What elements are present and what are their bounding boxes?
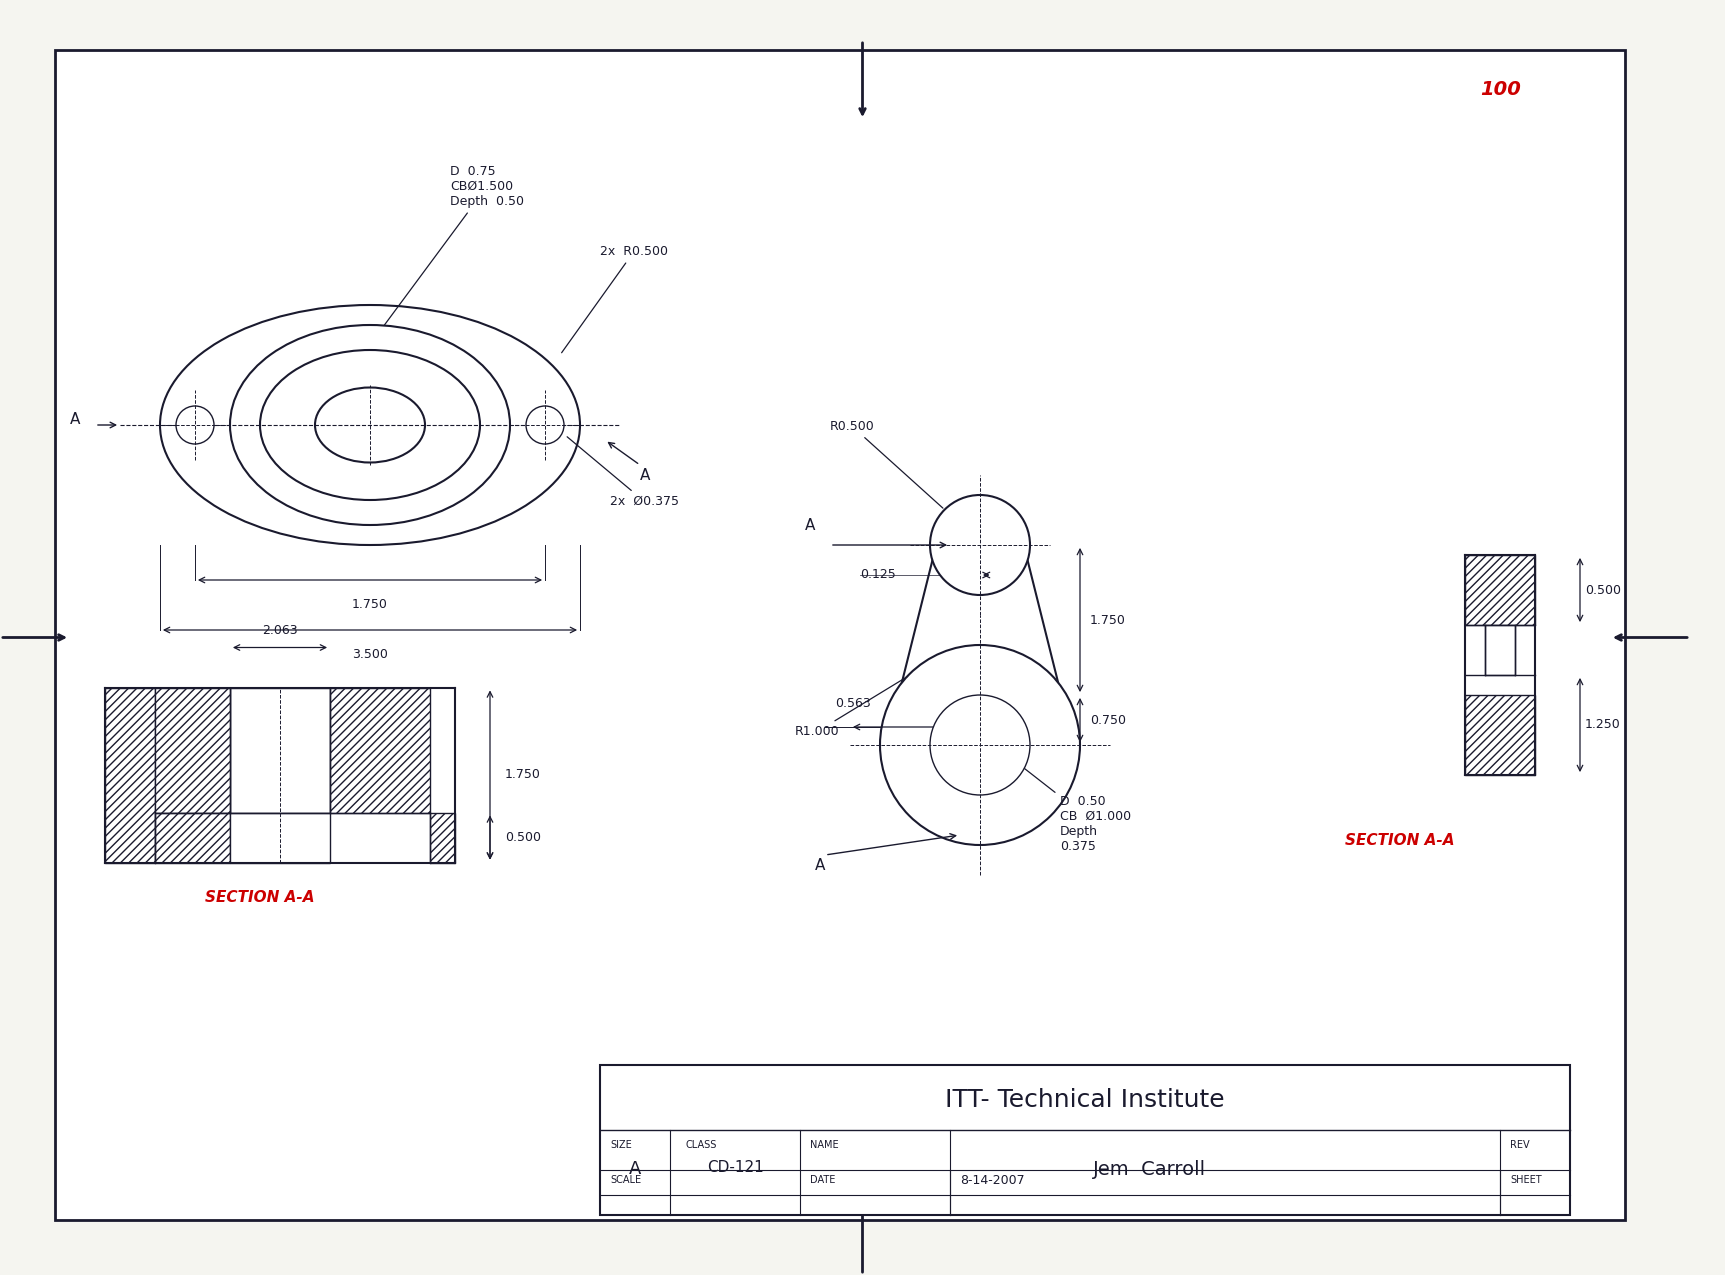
Text: R1.000: R1.000 (795, 677, 907, 738)
Text: 8-14-2007: 8-14-2007 (961, 1173, 1025, 1187)
Text: D  0.75
CBØ1.500
Depth  0.50: D 0.75 CBØ1.500 Depth 0.50 (342, 164, 524, 382)
Text: 100: 100 (1480, 80, 1521, 99)
Bar (329, 687, 430, 812)
Circle shape (176, 405, 214, 444)
Bar (1485, 625, 1515, 674)
Text: 0.125: 0.125 (861, 569, 895, 581)
Ellipse shape (229, 325, 511, 525)
Text: CD-121: CD-121 (707, 1160, 764, 1176)
Text: ITT- Technical Institute: ITT- Technical Institute (945, 1088, 1225, 1112)
Text: 0.500: 0.500 (505, 831, 542, 844)
Text: DATE: DATE (811, 1176, 835, 1184)
Text: D  0.50
CB  Ø1.000
Depth
0.375: D 0.50 CB Ø1.000 Depth 0.375 (1023, 766, 1132, 853)
Text: 0.563: 0.563 (835, 697, 871, 710)
Text: SHEET: SHEET (1509, 1176, 1542, 1184)
Bar (229, 687, 329, 812)
Circle shape (930, 695, 1030, 796)
Text: SECTION A-A: SECTION A-A (1346, 833, 1454, 848)
Circle shape (880, 645, 1080, 845)
Bar (155, 687, 229, 812)
Text: 1.750: 1.750 (1090, 613, 1126, 626)
Bar (229, 812, 329, 862)
Text: R0.500: R0.500 (830, 419, 944, 509)
Bar (430, 812, 455, 862)
Text: 2.063: 2.063 (262, 625, 298, 638)
Text: A: A (806, 518, 816, 533)
Text: A: A (69, 413, 79, 427)
Text: A: A (630, 1160, 642, 1178)
Text: 2x  Ø0.375: 2x Ø0.375 (568, 437, 680, 507)
Text: SCALE: SCALE (611, 1176, 642, 1184)
Text: CLASS: CLASS (685, 1140, 716, 1150)
Bar (600, 1065, 1570, 1215)
Text: 1.750: 1.750 (505, 769, 542, 782)
Bar (1465, 555, 1535, 625)
Text: 0.750: 0.750 (1090, 714, 1126, 727)
Circle shape (526, 405, 564, 444)
Ellipse shape (316, 388, 424, 463)
Ellipse shape (160, 305, 580, 544)
Ellipse shape (260, 351, 480, 500)
Bar (1465, 695, 1535, 775)
Text: SIZE: SIZE (611, 1140, 631, 1150)
Circle shape (930, 495, 1030, 595)
Text: A: A (640, 468, 650, 482)
Text: SECTION A-A: SECTION A-A (205, 890, 314, 905)
Text: A: A (814, 858, 825, 873)
Text: 1.750: 1.750 (352, 598, 388, 611)
Bar (105, 687, 155, 862)
Text: 2x  R0.500: 2x R0.500 (562, 245, 668, 353)
Text: NAME: NAME (811, 1140, 838, 1150)
Text: 0.500: 0.500 (1585, 584, 1622, 597)
Text: Jem  Carroll: Jem Carroll (1094, 1160, 1206, 1179)
Text: REV: REV (1509, 1140, 1530, 1150)
Text: 3.500: 3.500 (352, 648, 388, 660)
Bar (155, 812, 229, 862)
Text: 1.250: 1.250 (1585, 719, 1622, 732)
